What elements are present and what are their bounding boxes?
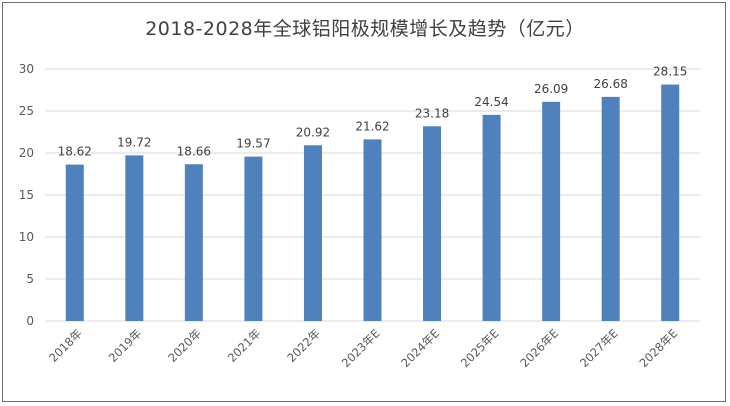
x-tick-label-7: 2025年E	[458, 326, 502, 370]
x-tick-label-5: 2023年E	[339, 326, 383, 370]
data-label-4: 20.92	[296, 125, 330, 139]
bar-5	[363, 139, 382, 321]
y-tick-label: 5	[26, 272, 34, 286]
bar-1	[125, 155, 144, 321]
bar-9	[601, 96, 620, 321]
x-tick-label-0: 2018年	[46, 326, 85, 365]
y-tick-label: 30	[19, 62, 34, 76]
y-axis-ticks: 0 5 10 15 20 25 30	[19, 62, 34, 328]
x-tick-label-1: 2019年	[106, 326, 145, 365]
x-tick-label-3: 2021年	[225, 326, 264, 365]
x-tick-label-10: 2028年E	[636, 326, 680, 370]
x-axis-ticks: 2018年 2019年 2020年 2021年 2022年 2023年E 2024年E 202…	[46, 326, 680, 370]
data-label-8: 26.09	[534, 82, 568, 96]
y-tick-label: 10	[19, 230, 34, 244]
data-label-2: 18.66	[177, 144, 211, 158]
x-tick-label-6: 2024年E	[398, 326, 442, 370]
x-tick-label-8: 2026年E	[517, 326, 561, 370]
data-label-3: 19.57	[236, 137, 270, 151]
data-label-5: 21.62	[355, 119, 389, 133]
y-tick-label: 15	[19, 188, 34, 202]
data-label-9: 26.68	[594, 77, 628, 91]
y-tick-label: 0	[26, 314, 34, 328]
bar-4	[303, 145, 322, 321]
data-label-10: 28.15	[653, 65, 687, 79]
bar-3	[244, 156, 263, 321]
data-label-0: 18.62	[58, 145, 92, 159]
data-label-7: 24.54	[474, 95, 508, 109]
bar-6	[423, 126, 442, 322]
data-label-1: 19.72	[117, 135, 151, 149]
bar-8	[542, 101, 561, 322]
bar-10	[661, 84, 680, 321]
y-tick-label: 20	[19, 146, 34, 160]
y-tick-label: 25	[19, 104, 34, 118]
x-tick-label-4: 2022年	[284, 326, 323, 365]
data-labels: 18.62 19.72 18.66 19.57 20.92 21.62 23.18 24.54…	[58, 65, 688, 159]
data-label-6: 23.18	[415, 106, 449, 120]
chart-title: 2018-2028年全球铝阳极规模增长及趋势（亿元）	[145, 18, 585, 40]
x-tick-label-2: 2020年	[165, 326, 204, 365]
bar-0	[65, 164, 84, 321]
bar-2	[184, 164, 203, 321]
x-tick-label-9: 2027年E	[577, 326, 621, 370]
bar-7	[482, 114, 501, 321]
bars	[65, 84, 680, 322]
